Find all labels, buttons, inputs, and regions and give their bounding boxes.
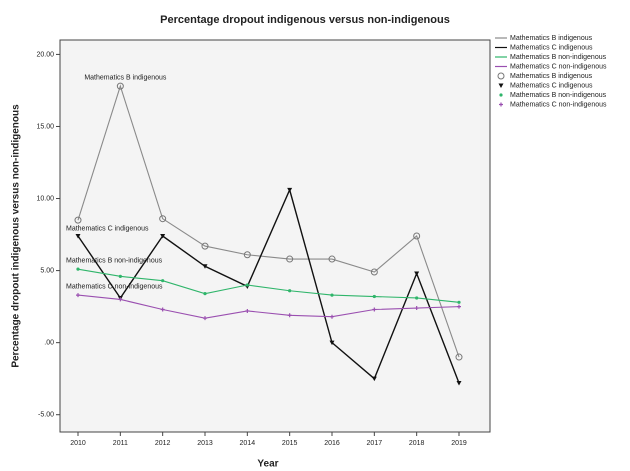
x-tick-label: 2016	[324, 440, 340, 447]
point	[118, 274, 122, 278]
point	[414, 306, 419, 311]
y-tick-label: -5.00	[38, 412, 54, 419]
series-annotation: Mathematics C indigenous	[66, 226, 149, 233]
point	[415, 296, 419, 300]
point	[161, 279, 165, 283]
legend-label: Mathematics B indigenous	[510, 73, 593, 80]
legend-label: Mathematics B non-indigenous	[510, 92, 607, 99]
legend-label: Mathematics C non-indigenous	[510, 63, 607, 70]
legend-label: Mathematics B non-indigenous	[510, 54, 607, 61]
point	[202, 264, 208, 269]
x-tick-label: 2014	[240, 440, 256, 447]
x-tick-label: 2018	[409, 440, 425, 447]
point	[457, 300, 461, 304]
legend-label: Mathematics B indigenous	[510, 35, 593, 42]
point	[330, 293, 334, 297]
x-tick-label: 2017	[367, 440, 383, 447]
chart-title: Percentage dropout indigenous versus non…	[160, 14, 450, 26]
point	[74, 216, 82, 224]
point	[201, 242, 209, 250]
point	[330, 314, 334, 319]
series-line	[77, 294, 460, 319]
point	[288, 289, 292, 293]
point	[159, 215, 167, 223]
y-tick-label: 5.00	[40, 267, 54, 274]
point	[118, 297, 123, 302]
series-annotation: Mathematics B non-indigenous	[66, 257, 163, 264]
legend-label: Mathematics C indigenous	[510, 82, 593, 89]
point	[203, 292, 207, 296]
plot-area	[59, 39, 491, 433]
point	[287, 313, 292, 318]
x-tick-label: 2013	[197, 440, 213, 447]
point	[413, 232, 421, 240]
point	[457, 304, 461, 309]
point	[75, 234, 81, 239]
y-tick-label: 10.00	[36, 195, 54, 202]
point	[499, 102, 503, 107]
series-line	[77, 84, 460, 358]
y-tick-label: 15.00	[36, 123, 54, 130]
x-axis-label: Year	[257, 459, 278, 470]
x-tick-label: 2010	[70, 440, 86, 447]
y-tick-label: .00	[44, 339, 54, 346]
point	[287, 187, 293, 193]
point	[372, 307, 377, 312]
point	[414, 271, 420, 276]
point	[286, 255, 294, 263]
legend-label: Mathematics C non-indigenous	[510, 101, 607, 108]
point	[160, 307, 165, 312]
point	[328, 255, 336, 263]
x-tick-label: 2011	[113, 440, 128, 447]
x-tick-label: 2019	[451, 440, 467, 447]
point	[499, 93, 503, 97]
point	[455, 353, 463, 361]
point	[498, 83, 504, 88]
point	[245, 308, 250, 313]
point	[329, 340, 335, 346]
point	[76, 293, 80, 298]
y-axis-label: Percentage dropout indigenous versus non…	[11, 104, 22, 368]
point	[370, 268, 378, 276]
point	[160, 234, 166, 239]
series-line	[77, 268, 460, 303]
point	[203, 316, 207, 321]
point	[116, 82, 124, 90]
x-tick-label: 2012	[155, 440, 171, 447]
x-tick-label: 2015	[282, 440, 298, 447]
y-tick-label: 20.00	[36, 51, 54, 58]
point	[497, 72, 505, 80]
point	[243, 251, 251, 259]
series-line	[77, 187, 460, 384]
point	[372, 294, 376, 299]
point	[456, 381, 462, 386]
point	[245, 283, 249, 287]
series-annotation: Mathematics C non-indigenous	[66, 283, 163, 290]
point	[76, 267, 80, 271]
series-annotation: Mathematics B indigenous	[84, 74, 167, 81]
legend-label: Mathematics C indigenous	[510, 44, 593, 51]
point	[371, 376, 377, 382]
